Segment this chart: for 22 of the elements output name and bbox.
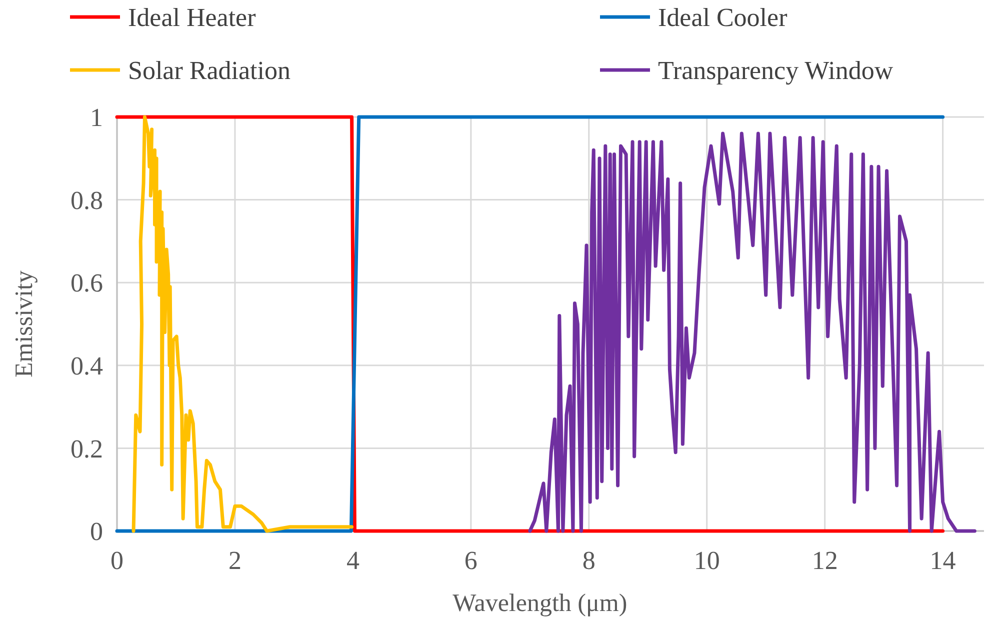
legend-label: Ideal Heater (128, 3, 256, 32)
line-series (132, 115, 354, 533)
x-tick-label: 2 (228, 546, 242, 575)
x-axis-title: Wavelength (μm) (452, 590, 628, 617)
x-tick-label: 6 (464, 546, 478, 575)
y-axis-title: Emissivity (11, 270, 38, 378)
y-tick-label: 1 (90, 103, 103, 132)
x-tick-label: 4 (346, 546, 360, 575)
x-tick-label: 12 (812, 546, 838, 575)
y-tick-label: 0.6 (70, 268, 103, 298)
legend-label: Solar Radiation (128, 56, 290, 85)
y-tick-label: 0.2 (70, 434, 103, 464)
line-series (528, 132, 976, 533)
x-tick-label: 0 (110, 546, 124, 575)
y-tick-label: 0.8 (70, 186, 103, 215)
x-tick-label: 10 (694, 546, 720, 575)
x-tick-label: 8 (582, 546, 596, 575)
legend-label: Transparency Window (658, 56, 894, 85)
y-tick-label: 0 (90, 517, 103, 546)
y-tick-label: 0.4 (70, 352, 103, 380)
x-tick-label: 14 (930, 546, 956, 575)
legend-label: Ideal Cooler (658, 3, 788, 32)
